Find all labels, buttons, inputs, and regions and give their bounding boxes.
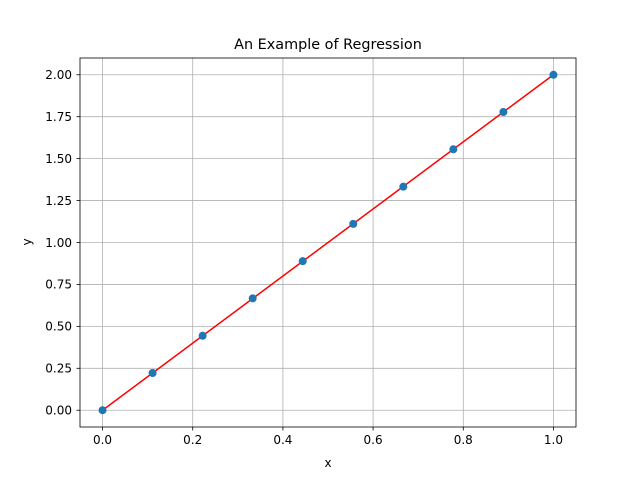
x-tick-label: 1.0	[544, 433, 563, 447]
data-point	[499, 108, 508, 117]
data-point	[248, 294, 257, 303]
x-tick-label: 0.0	[93, 433, 112, 447]
y-tick-label: 2.00	[45, 68, 72, 82]
y-tick-label: 0.25	[45, 362, 72, 376]
data-point	[98, 406, 107, 415]
y-tick-label: 1.00	[45, 236, 72, 250]
data-point	[449, 145, 458, 154]
chart-title: An Example of Regression	[234, 37, 422, 53]
data-point	[298, 257, 307, 266]
y-tick-label: 1.75	[45, 110, 72, 124]
y-tick-label: 1.25	[45, 194, 72, 208]
x-tick-label: 0.8	[454, 433, 473, 447]
regression-line	[102, 74, 554, 411]
data-point	[549, 70, 558, 79]
x-axis-label: x	[324, 456, 331, 470]
y-tick-label: 0.00	[45, 404, 72, 418]
data-point	[198, 331, 207, 340]
data-point	[148, 368, 157, 377]
scatter-points-layer	[98, 70, 558, 415]
data-point	[399, 182, 408, 191]
x-axis-ticks: 0.0 0.2 0.4 0.6 0.8 1.0	[93, 427, 563, 447]
y-tick-label: 1.50	[45, 152, 72, 166]
data-point	[349, 219, 358, 228]
y-axis-ticks: 0.00 0.25 0.50 0.75 1.00 1.25 1.50 1.75 2.00	[45, 68, 80, 418]
x-tick-label: 0.2	[183, 433, 202, 447]
y-axis-label: y	[20, 238, 34, 245]
regression-line-layer	[102, 74, 554, 411]
y-tick-label: 0.50	[45, 320, 72, 334]
y-tick-label: 0.75	[45, 278, 72, 292]
x-tick-label: 0.4	[273, 433, 292, 447]
x-tick-label: 0.6	[364, 433, 383, 447]
grid	[80, 58, 576, 427]
